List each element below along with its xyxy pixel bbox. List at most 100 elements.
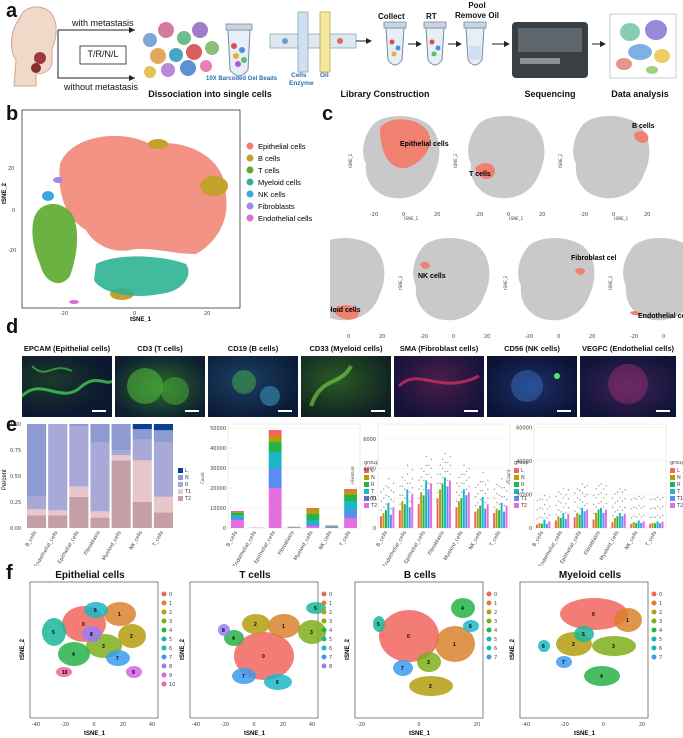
e-outlier-point <box>579 507 581 510</box>
e-group-bar <box>623 513 626 528</box>
e-stack-legend-swatch <box>178 482 183 487</box>
c-subplot: T cells tSNE_1 tSNE_2 -20 0 20 <box>453 110 557 221</box>
c-cell-label: Epithelial cells <box>400 141 449 148</box>
e-count-bar <box>306 526 320 528</box>
e-group-bar <box>406 489 409 528</box>
f-legend-swatch <box>651 654 657 660</box>
e-legend-swatch <box>670 503 675 508</box>
e-outlier-point <box>600 501 602 503</box>
f-legend-label: 10 <box>169 682 175 688</box>
e-legend-label: T <box>676 489 681 495</box>
e-count-bar <box>306 524 320 526</box>
c-cell-label: T cells <box>469 171 491 178</box>
e-count-bar <box>325 526 339 528</box>
f-cluster-label: 2 <box>254 622 257 628</box>
f-legend-swatch <box>161 654 167 660</box>
e-legend-swatch <box>364 489 369 494</box>
panel-a-workflow <box>11 6 677 87</box>
e-outlier-point <box>442 467 444 470</box>
e-group-bar <box>422 495 425 528</box>
e-outlier-point <box>503 495 505 498</box>
c-tick: 20 <box>484 334 490 338</box>
e-outlier-point <box>439 473 441 476</box>
e-outlier-point <box>543 503 546 506</box>
e-ytick: 10000 <box>210 506 226 512</box>
e-outlier-point <box>603 506 605 508</box>
f-cluster <box>592 636 636 656</box>
e-stack-legend-swatch <box>178 489 183 494</box>
panel-b-tsne: 20 0 -20 -20 0 20 tSNE_1 tSNE_2 Epitheli… <box>2 109 312 323</box>
e-outlier-point <box>619 497 621 499</box>
d-image-cd56 <box>487 356 577 417</box>
e-outlier-point <box>640 516 643 518</box>
e-outlier-point <box>557 500 560 502</box>
e-count-bar <box>268 430 282 436</box>
e-group-bar <box>425 480 428 528</box>
e-group-bar <box>476 508 479 528</box>
groups-label: T/R/N/L <box>87 49 119 59</box>
f-ylabel: tSNE_2 <box>345 638 351 660</box>
e-outlier-point <box>399 494 401 496</box>
e-stack-bar <box>153 442 173 497</box>
e-outlier-point <box>603 497 605 499</box>
e-outlier-point <box>562 506 565 508</box>
panel-label-b: b <box>6 103 19 125</box>
e-group-bar <box>465 495 468 528</box>
f-title-1: T cells <box>239 570 271 581</box>
e-outlier-point <box>418 497 420 499</box>
f-cluster <box>104 602 136 626</box>
e-stack-bar <box>27 509 47 516</box>
c-cell-label: Endothelial cells <box>638 313 683 320</box>
c-tick: 0 <box>557 334 560 338</box>
without-metastasis-label: without metastasis <box>64 82 139 92</box>
f-legend-label: 5 <box>169 637 172 643</box>
e-outlier-point <box>496 492 498 495</box>
e-ytick: 50000 <box>210 426 226 432</box>
endothelial-cluster <box>69 300 79 304</box>
e-legend-swatch <box>514 482 519 487</box>
e-outlier-point <box>404 488 406 490</box>
e-outlier-point <box>465 488 468 491</box>
epithelial-cluster <box>59 135 227 254</box>
e-stack-bar <box>48 424 68 511</box>
e-group-bar <box>484 508 487 528</box>
e-count-bar <box>344 518 357 528</box>
e-ytick: 30000 <box>210 466 226 472</box>
e-ytick: 40000 <box>516 459 532 465</box>
e-outlier-point <box>555 504 557 507</box>
f-cluster <box>126 666 142 678</box>
f-cluster-label: 0 <box>82 622 85 628</box>
e-outlier-point <box>474 486 477 489</box>
e-group-bar <box>479 505 482 528</box>
e-outlier-point <box>390 507 392 510</box>
e-outlier-point <box>541 508 543 510</box>
f-legend-label: 3 <box>329 619 332 625</box>
e-group-bar <box>613 517 616 528</box>
c-background-cells <box>330 237 385 321</box>
e-ytick: 40000 <box>210 446 226 452</box>
e-outlier-point <box>630 517 633 519</box>
e-legend-label: L <box>521 468 524 474</box>
data-analysis-tsne-icon <box>609 13 677 79</box>
e-outlier-point <box>536 517 538 520</box>
e-legend-swatch <box>514 468 519 473</box>
e-outlier-point <box>496 483 498 486</box>
f-ylabel: tSNE_2 <box>20 638 26 660</box>
e-outlier-point <box>428 482 430 485</box>
e-outlier-point <box>474 495 477 498</box>
e-outlier-point <box>619 506 621 508</box>
e-group-bar <box>444 477 446 528</box>
e-group-bar <box>554 520 557 528</box>
gel-beads-tube-icon <box>225 23 253 77</box>
f-legend-label: 6 <box>329 646 332 652</box>
e-outlier-point <box>420 485 423 488</box>
e-stack-bar <box>111 450 131 456</box>
e-count-bar <box>344 491 357 495</box>
f-xtick: 40 <box>149 722 155 728</box>
c-highlight-cells <box>575 267 585 275</box>
e-group-bar <box>441 483 444 528</box>
e-outlier-point <box>401 494 404 496</box>
e-outlier-point <box>649 499 652 501</box>
e-group-bar <box>460 498 463 528</box>
d-image-cd19 <box>208 356 298 417</box>
